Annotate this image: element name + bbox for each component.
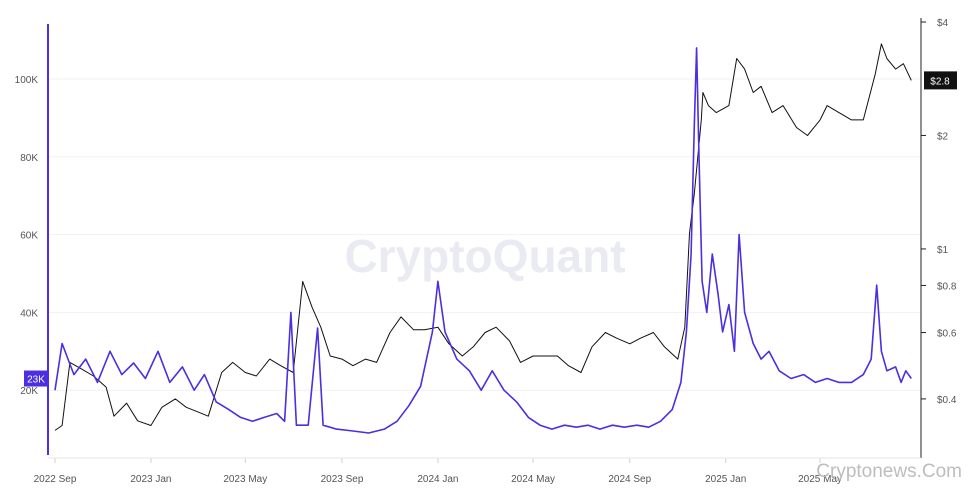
x-axis-tick-label: 2023 May (223, 474, 267, 485)
x-axis-tick-label: 2022 Sep (34, 474, 77, 485)
left-current-value-label: 23K (27, 375, 45, 386)
left-current-value-marker (24, 370, 48, 387)
right-axis-tick-label: $2 (937, 131, 949, 142)
x-axis-tick-label: 2023 Sep (321, 474, 364, 485)
left-axis-tick-label: 20K (20, 386, 38, 397)
current-value-markers: 23K $2.8 (24, 71, 957, 387)
right-axis-tick-label: $0.4 (937, 395, 957, 406)
left-axis-tick-label: 100K (15, 75, 39, 86)
right-axis-tick-label: $0.6 (937, 329, 957, 340)
x-axis-tick-label: 2025 May (798, 474, 842, 485)
x-axis-tick-label: 2024 May (511, 474, 555, 485)
series-line-active-account (54, 47, 912, 434)
series-layer (54, 43, 912, 434)
right-axis-tick-label: $1 (937, 245, 949, 256)
gridlines (48, 78, 921, 391)
x-axis-tick-label: 2024 Jan (417, 474, 458, 485)
legend: Price USD Active Account (421, 0, 575, 3)
x-axis-tick-label: 2023 Jan (130, 474, 171, 485)
left-axis-tick-label: 40K (20, 308, 38, 319)
right-current-value-label: $2.8 (930, 76, 950, 87)
right-current-value-marker (924, 71, 957, 90)
legend-label: Price USD (421, 0, 468, 3)
watermark: CryptoQuant (344, 230, 625, 282)
left-axis-tick-label: 60K (20, 231, 38, 242)
series-line-price-usd (54, 43, 912, 431)
right-axis-tick-label: $4 (937, 18, 949, 29)
left-axis-tick-label: 80K (20, 153, 38, 164)
axes: 20K 40K 60K 80K 100K $0.4 $0.6 $0.8 $1 $2 $4 2022 S… (15, 18, 957, 485)
right-axis-tick-label: $0.8 (937, 281, 957, 292)
legend-label: Active Account (509, 0, 575, 3)
credit-text: Cryptonews.Com (816, 461, 962, 482)
x-axis-tick-label: 2024 Sep (608, 474, 651, 485)
x-axis-tick-label: 2025 Jan (705, 474, 746, 485)
